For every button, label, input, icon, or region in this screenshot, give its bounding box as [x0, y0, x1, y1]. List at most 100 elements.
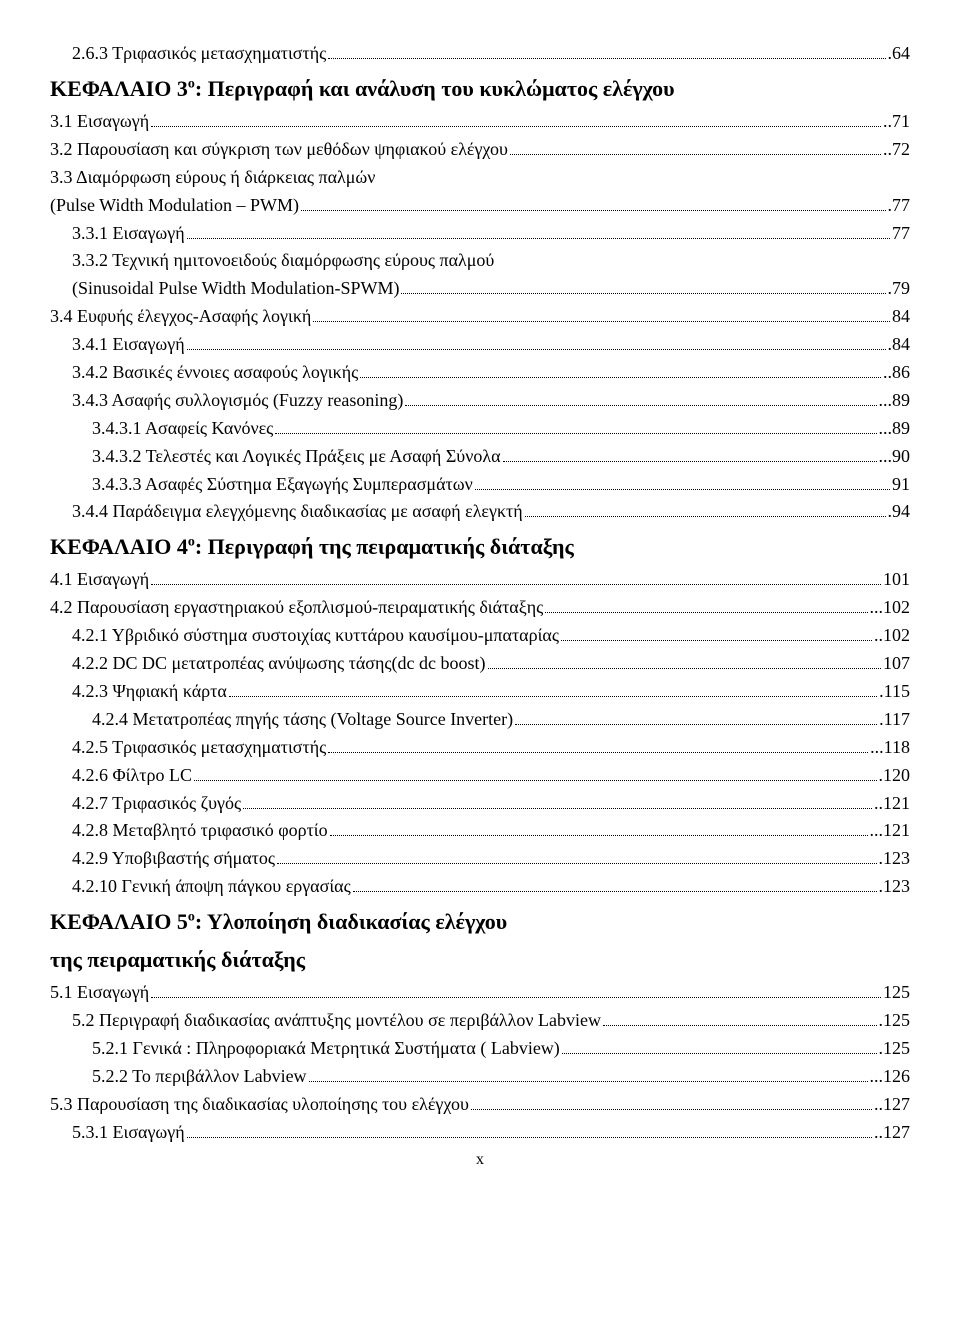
- leader-dots: [401, 293, 885, 294]
- toc-entry: 5.1 Εισαγωγή125: [50, 979, 910, 1007]
- chapter-text: της πειραματικής διάταξης: [50, 947, 305, 972]
- page-number-roman: x: [50, 1151, 910, 1169]
- leader-dots: [330, 835, 868, 836]
- toc-entry: 3.3.1 Εισαγωγή 77: [50, 220, 910, 248]
- chapter-rest: : Υλοποίηση διαδικασίας ελέγχου: [195, 909, 507, 934]
- toc-page: .115: [879, 678, 910, 706]
- chapter-sup: ο: [188, 910, 195, 925]
- toc-page: .120: [879, 762, 911, 790]
- toc-page: ..72: [883, 136, 910, 164]
- leader-dots: [187, 238, 890, 239]
- toc-page: ..127: [874, 1091, 910, 1119]
- leader-dots: [313, 321, 890, 322]
- leader-dots: [405, 405, 876, 406]
- leader-dots: [275, 433, 876, 434]
- chapter-rest: : Περιγραφή της πειραματικής διάταξης: [195, 534, 574, 559]
- toc-page: 77: [892, 220, 910, 248]
- chapter-heading: ΚΕΦΑΛΑΙΟ 4ο: Περιγραφή της πειραματικής …: [50, 530, 910, 564]
- toc-entry: 5.2.2 Το περιβάλλον Labview...126: [50, 1063, 910, 1091]
- chapter-heading: ΚΕΦΑΛΑΙΟ 5ο: Υλοποίηση διαδικασίας ελέγχ…: [50, 905, 910, 939]
- toc-label: 3.4.3 Ασαφής συλλογισμός (Fuzzy reasonin…: [72, 387, 403, 415]
- leader-dots: [309, 1081, 868, 1082]
- leader-dots: [277, 863, 876, 864]
- leader-dots: [328, 752, 868, 753]
- toc-label: 4.2.5 Τριφασικός μετασχηματιστής: [72, 734, 326, 762]
- toc-label: 5.2.2 Το περιβάλλον Labview: [92, 1063, 307, 1091]
- toc-page: ..86: [883, 359, 910, 387]
- leader-dots: [229, 696, 877, 697]
- toc-label: 3.4.1 Εισαγωγή: [72, 331, 185, 359]
- toc-label: 3.4.3.3 Ασαφές Σύστημα Εξαγωγής Συμπερασ…: [92, 471, 473, 499]
- leader-dots: [525, 516, 886, 517]
- toc-label: 4.2.3 Ψηφιακή κάρτα: [72, 678, 227, 706]
- toc-label: 5.3 Παρουσίαση της διαδικασίας υλοποίηση…: [50, 1091, 469, 1119]
- toc-page: 101: [883, 566, 910, 594]
- chapter-heading: της πειραματικής διάταξης: [50, 943, 910, 977]
- chapter-text: ΚΕΦΑΛΑΙΟ 4: [50, 534, 188, 559]
- toc-label: 3.4.3.2 Τελεστές και Λογικές Πράξεις με …: [92, 443, 501, 471]
- toc-page: ...89: [879, 415, 911, 443]
- leader-dots: [151, 584, 881, 585]
- leader-dots: [151, 997, 881, 998]
- leader-dots: [187, 349, 886, 350]
- leader-dots: [187, 1137, 872, 1138]
- chapter-sup: ο: [188, 77, 195, 92]
- toc-entry: 4.2.5 Τριφασικός μετασχηματιστής ...118: [50, 734, 910, 762]
- toc-entry: 5.2 Περιγραφή διαδικασίας ανάπτυξης μοντ…: [50, 1007, 910, 1035]
- toc-label: 5.1 Εισαγωγή: [50, 979, 149, 1007]
- toc-label: (Sinusoidal Pulse Width Modulation-SPWM): [72, 275, 399, 303]
- toc-page: ...90: [879, 443, 911, 471]
- toc-label: 3.4.3.1 Ασαφείς Κανόνες: [92, 415, 273, 443]
- toc-label: 3.4.2 Βασικές έννοιες ασαφούς λογικής: [72, 359, 358, 387]
- toc-page: 84: [892, 303, 910, 331]
- leader-dots: [562, 1053, 877, 1054]
- toc-entry: 3.4 Ευφυής έλεγχος-Ασαφής λογική84: [50, 303, 910, 331]
- toc-entry: 2.6.3 Τριφασικός μετασχηματιστής.64: [50, 40, 910, 68]
- toc-label: 4.2.8 Μεταβλητό τριφασικό φορτίο: [72, 817, 328, 845]
- toc-entry: 5.3.1 Εισαγωγή..127: [50, 1119, 910, 1147]
- leader-dots: [471, 1109, 872, 1110]
- toc-entry: 3.4.3.2 Τελεστές και Λογικές Πράξεις με …: [50, 443, 910, 471]
- toc-page: 91: [892, 471, 910, 499]
- toc-label: 5.3.1 Εισαγωγή: [72, 1119, 185, 1147]
- toc-entry: (Pulse Width Modulation – PWM).77: [50, 192, 910, 220]
- chapter-text: ΚΕΦΑΛΑΙΟ 5: [50, 909, 188, 934]
- toc-page: .125: [879, 1035, 911, 1063]
- toc-page: .117: [879, 706, 910, 734]
- toc-label: 3.3.2 Τεχνική ημιτονοειδούς διαμόρφωσης …: [72, 247, 494, 275]
- toc-page: ...121: [870, 817, 911, 845]
- toc-entry: 3.4.3 Ασαφής συλλογισμός (Fuzzy reasonin…: [50, 387, 910, 415]
- toc-page: .123: [879, 873, 911, 901]
- toc-page: ...118: [870, 734, 910, 762]
- leader-dots: [561, 640, 872, 641]
- toc-entry: 4.2.3 Ψηφιακή κάρτα .115: [50, 678, 910, 706]
- toc-entry: 3.4.3.1 Ασαφείς Κανόνες ...89: [50, 415, 910, 443]
- toc-label: 5.2.1 Γενικά : Πληροφοριακά Μετρητικά Συ…: [92, 1035, 560, 1063]
- toc-label: (Pulse Width Modulation – PWM): [50, 192, 299, 220]
- toc-page: 107: [883, 650, 910, 678]
- leader-dots: [503, 461, 877, 462]
- leader-dots: [353, 891, 877, 892]
- toc-label: 4.2.1 Υβριδικό σύστημα συστοιχίας κυττάρ…: [72, 622, 559, 650]
- toc-entry: 3.4.4 Παράδειγμα ελεγχόμενης διαδικασίας…: [50, 498, 910, 526]
- toc-page: .84: [888, 331, 911, 359]
- toc-entry: 4.2.4 Μετατροπέας πηγής τάσης (Voltage S…: [50, 706, 910, 734]
- leader-dots: [243, 808, 872, 809]
- toc-label: 3.3.1 Εισαγωγή: [72, 220, 185, 248]
- chapter-heading: ΚΕΦΑΛΑΙΟ 3ο: Περιγραφή και ανάλυση του κ…: [50, 72, 910, 106]
- toc-label: 4.2.4 Μετατροπέας πηγής τάσης (Voltage S…: [92, 706, 513, 734]
- toc-entry: 4.2.7 Τριφασικός ζυγός..121: [50, 790, 910, 818]
- toc-label: 5.2 Περιγραφή διαδικασίας ανάπτυξης μοντ…: [72, 1007, 601, 1035]
- toc-entry: 3.4.1 Εισαγωγή .84: [50, 331, 910, 359]
- toc-entry: (Sinusoidal Pulse Width Modulation-SPWM)…: [50, 275, 910, 303]
- toc-page: .125: [879, 1007, 911, 1035]
- toc-label: 3.2 Παρουσίαση και σύγκριση των μεθόδων …: [50, 136, 508, 164]
- toc-label: 4.2 Παρουσίαση εργαστηριακού εξοπλισμού-…: [50, 594, 543, 622]
- toc-entry: 5.2.1 Γενικά : Πληροφοριακά Μετρητικά Συ…: [50, 1035, 910, 1063]
- toc-page: ...89: [879, 387, 911, 415]
- toc-label: 3.4.4 Παράδειγμα ελεγχόμενης διαδικασίας…: [72, 498, 523, 526]
- toc-page: ..102: [874, 622, 910, 650]
- leader-dots: [545, 612, 867, 613]
- toc-entry: 3.3 Διαμόρφωση εύρους ή διάρκειας παλμών: [50, 164, 910, 192]
- toc-entry: 4.2.8 Μεταβλητό τριφασικό φορτίο ...121: [50, 817, 910, 845]
